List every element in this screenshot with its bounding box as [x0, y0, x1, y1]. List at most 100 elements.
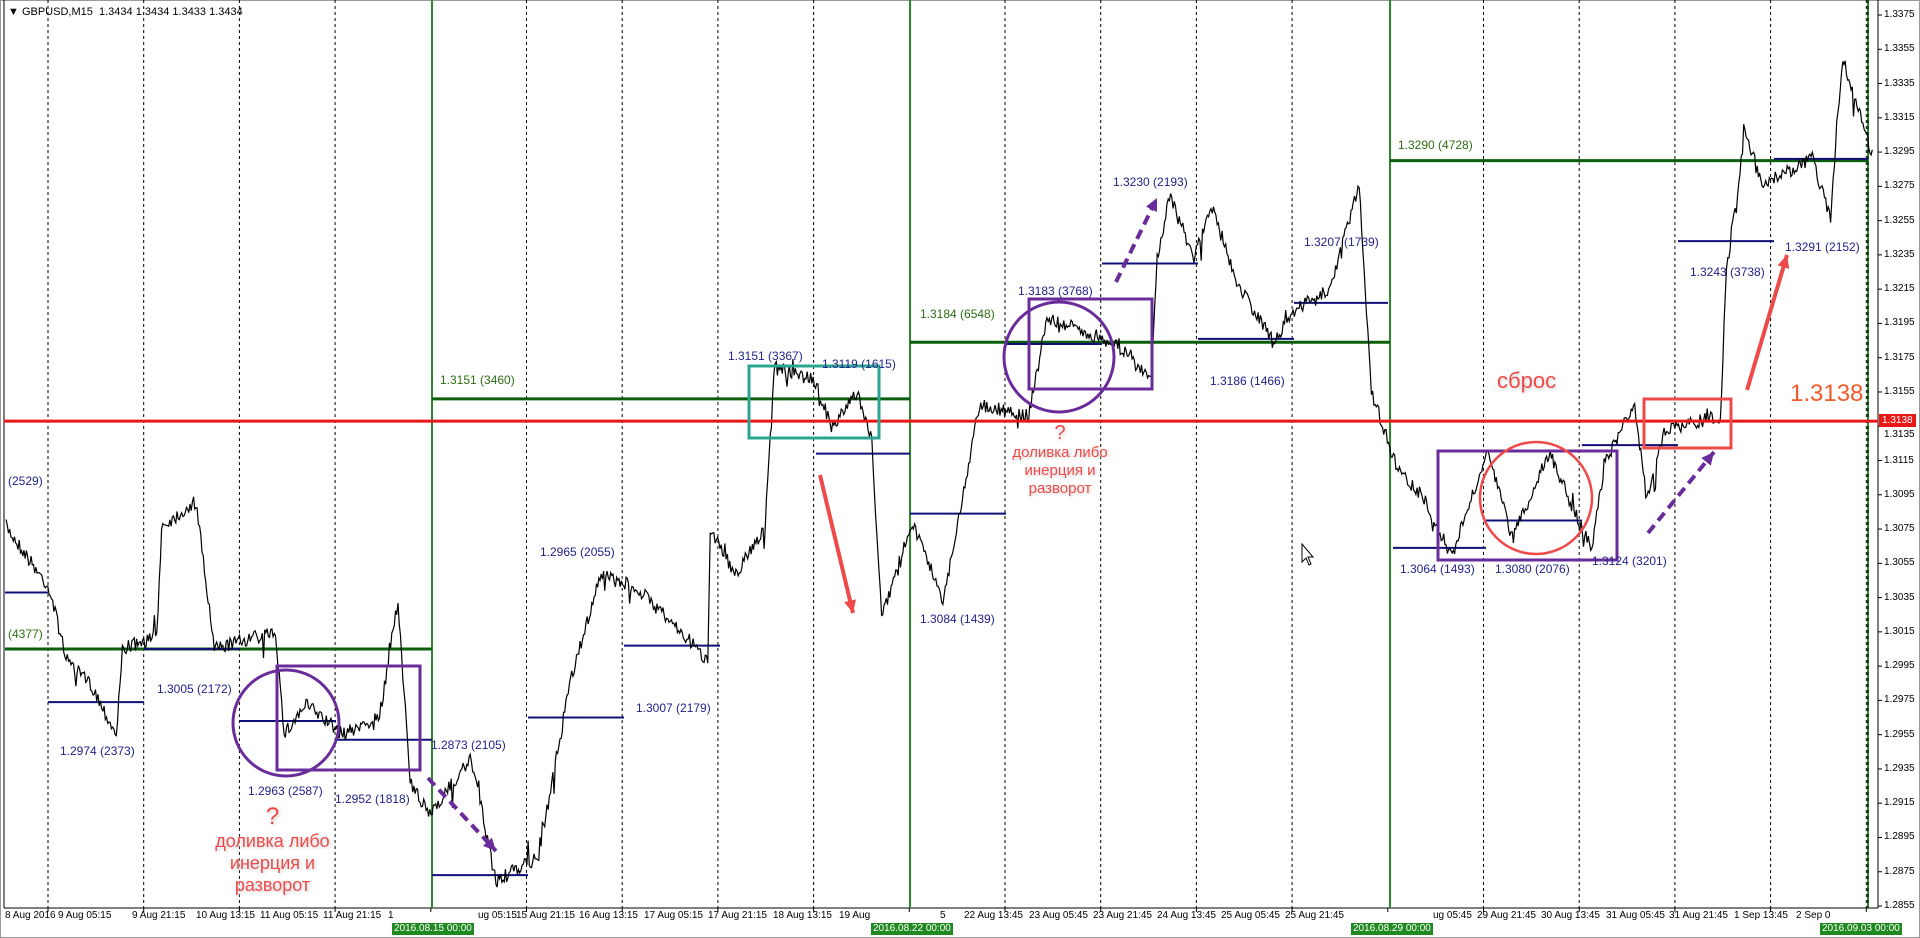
time-tick-label: 5	[940, 910, 946, 921]
price-tick-label: 1.3195	[1884, 317, 1915, 329]
level-label: 1.3230 (2193)	[1113, 175, 1188, 189]
price-tick-label: 1.3315	[1884, 111, 1915, 123]
level-label: 1.2974 (2373)	[60, 744, 135, 758]
level-label: (4377)	[8, 627, 43, 641]
purple-dashed-arrow-head	[482, 837, 496, 851]
time-tick-label: 23 Aug 21:45	[1093, 910, 1152, 921]
time-tick-label: 17 Aug 05:15	[644, 910, 703, 921]
annotation-note-2: ? доливка либо инерция и разворот	[1005, 422, 1115, 498]
purple-box	[275, 664, 422, 772]
current-price-tag: 1.3138	[1879, 414, 1916, 427]
time-tick-label: ug 05:45	[1433, 910, 1472, 921]
price-tick-label: 1.3295	[1884, 146, 1915, 158]
price-tick-label: 1.3015	[1884, 625, 1915, 637]
question-mark: ?	[265, 803, 280, 830]
time-tick-label: 29 Aug 21:45	[1477, 910, 1536, 921]
note-line: разворот	[1028, 480, 1092, 497]
level-label: 1.2963 (2587)	[248, 784, 323, 798]
reset-label: сброс	[1497, 368, 1557, 393]
time-tick-label: 15 Aug 21:15	[516, 910, 575, 921]
time-tick-label: 22 Aug 13:45	[964, 910, 1023, 921]
week-marker-label: 2016.08.29 00:00	[1351, 923, 1433, 935]
level-label: 1.3064 (1493)	[1400, 562, 1475, 576]
level-label: 1.3290 (4728)	[1398, 138, 1473, 152]
time-tick-label: 2 Sep 0	[1796, 910, 1831, 921]
price-tick-label: 1.3055	[1884, 557, 1915, 569]
time-tick-label: 9 Aug 05:15	[58, 910, 112, 921]
price-tick-label: 1.2975	[1884, 694, 1915, 706]
purple-circle	[1002, 300, 1116, 414]
level-label: 1.3151 (3460)	[440, 373, 515, 387]
time-tick-label: 8 Aug 2016	[5, 910, 56, 921]
mouse-cursor-icon	[1301, 542, 1315, 566]
price-tick-label: 1.2855	[1884, 900, 1915, 912]
level-label: 1.3207 (1739)	[1304, 235, 1379, 249]
price-tick-label: 1.2955	[1884, 728, 1915, 740]
time-tick-label: 31 Aug 21:45	[1669, 910, 1728, 921]
time-tick-label: 24 Aug 13:45	[1157, 910, 1216, 921]
time-tick-label: 9 Aug 21:15	[132, 910, 186, 921]
level-label: 1.3119 (1615)	[822, 357, 896, 371]
price-tick-label: 1.2895	[1884, 831, 1915, 843]
price-tick-label: 1.3235	[1884, 248, 1915, 260]
purple-dashed-arrow-head	[1701, 452, 1714, 466]
price-tick-label: 1.3255	[1884, 214, 1915, 226]
price-tick-label: 1.2935	[1884, 762, 1915, 774]
price-line	[5, 60, 1873, 888]
week-marker-label: 2016.08.22 00:00	[871, 923, 953, 935]
time-tick-label: 30 Aug 13:45	[1541, 910, 1600, 921]
price-tick-label: 1.3035	[1884, 591, 1915, 603]
red-arrow-head	[844, 599, 856, 613]
red-arrow	[818, 474, 855, 614]
note-line: доливка либо	[215, 831, 330, 851]
question-mark: ?	[1054, 422, 1066, 444]
week-marker-label: 2016.08.15 00:00	[392, 923, 474, 935]
price-tick-label: 1.2995	[1884, 660, 1915, 672]
purple-dashed-arrow	[1646, 450, 1716, 535]
triangle-down-icon[interactable]: ▼	[8, 6, 22, 18]
red-arrow	[1745, 254, 1789, 391]
note-line: разворот	[234, 875, 311, 895]
level-label: 1.3124 (3201)	[1592, 554, 1667, 568]
level-label: 1.2952 (1818)	[335, 792, 410, 806]
price-tick-label: 1.3375	[1884, 9, 1915, 20]
symbol-label: GBPUSD,M15	[21, 6, 93, 18]
price-tick-label: 1.2875	[1884, 865, 1915, 877]
note-line: инерция и	[1024, 462, 1096, 479]
time-tick-label: 19 Aug	[839, 910, 871, 921]
time-tick-label: 23 Aug 05:45	[1029, 910, 1088, 921]
price-tick-label: 1.3215	[1884, 283, 1915, 295]
level-label: 1.3080 (2076)	[1495, 562, 1570, 576]
level-label: 1.3184 (6548)	[920, 307, 995, 321]
purple-box	[1436, 449, 1619, 562]
time-tick-label: 31 Aug 05:45	[1606, 910, 1665, 921]
annotation-note-1: ? доливка либо инерция и разворот	[205, 804, 340, 896]
time-tick-label: 11 Aug 21:15	[323, 910, 382, 921]
time-tick-label: 17 Aug 21:15	[708, 910, 767, 921]
level-label: 1.3151 (3367)	[728, 349, 803, 363]
note-line: доливка либо	[1012, 444, 1108, 461]
purple-dashed-arrow	[1114, 197, 1159, 283]
level-label: (2529)	[8, 474, 43, 488]
level-label: 1.3007 (2179)	[636, 701, 711, 715]
time-tick-label: 18 Aug 13:15	[773, 910, 832, 921]
level-label: 1.3084 (1439)	[920, 612, 995, 626]
price-tick-label: 1.3135	[1884, 429, 1915, 440]
level-label: 1.3243 (3738)	[1690, 265, 1765, 279]
time-tick-label: 10 Aug 13:15	[196, 910, 255, 921]
red-box	[1642, 397, 1733, 450]
purple-box	[1027, 297, 1154, 391]
price-tick-label: 1.3275	[1884, 180, 1915, 192]
level-label: 1.3183 (3768)	[1018, 284, 1093, 298]
purple-dashed-arrow-head	[1145, 198, 1157, 212]
teal-box	[747, 364, 881, 440]
time-tick-label: 1 Sep 13:45	[1734, 910, 1788, 921]
red-circle	[1478, 440, 1594, 556]
level-label: 1.3186 (1466)	[1210, 374, 1285, 388]
price-tick-label: 1.3075	[1884, 523, 1915, 535]
time-tick-label: 25 Aug 21:45	[1285, 910, 1344, 921]
price-tick-label: 1.3335	[1884, 77, 1915, 89]
ohlc-prices: 1.3434 1.3434 1.3433 1.3434	[99, 6, 243, 18]
